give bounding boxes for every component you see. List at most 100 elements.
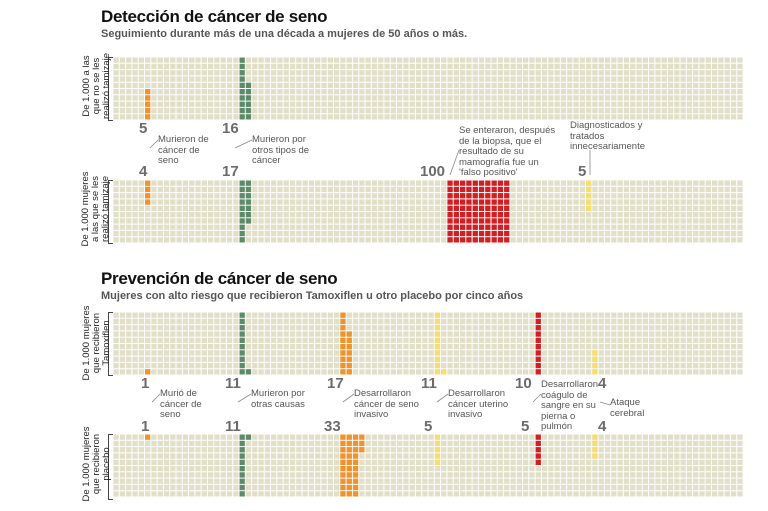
pictogram-cell-1-3 (504, 218, 510, 224)
pictogram-cell-2-3 (359, 447, 365, 453)
pictogram-cell-2-4 (434, 369, 441, 375)
pictogram-cell-2-3 (346, 459, 352, 465)
pictogram-cell-2-3 (346, 491, 352, 497)
pictogram-cell-2-4 (434, 459, 441, 465)
pictogram-cell-2-5 (535, 325, 541, 331)
pictogram-cell-2-3 (340, 472, 346, 478)
pictogram-cell-1-3 (460, 186, 466, 193)
pictogram-cell-1-2 (245, 218, 252, 224)
pictogram-cell-1-3 (453, 237, 459, 243)
section2-row-bottom-label: De 1.000 mujeres que recibieron placebo (81, 426, 112, 502)
pictogram-cell-2-6 (592, 447, 598, 453)
pictogram-cell-1-3 (460, 218, 466, 224)
pictogram-cell-2-5 (535, 459, 541, 465)
s2-cat3-top-count: 17 (327, 375, 344, 392)
pictogram-cell-1-3 (504, 224, 510, 230)
pictogram-cell-2-2 (239, 344, 245, 350)
pictogram-cell-1-3 (453, 230, 459, 237)
s1-cat3-bottom-count: 100 (420, 163, 446, 180)
s2-cat1-bottom-count: 1 (141, 418, 150, 435)
pictogram-cell-1-3 (447, 186, 453, 193)
pictogram-cell-1-3 (472, 180, 478, 186)
pictogram-cell-2-4 (434, 325, 441, 331)
pictogram-cell-1-3 (478, 212, 485, 218)
leader-line (436, 393, 449, 403)
pictogram-cell-1-1 (145, 186, 151, 193)
pictogram-cell-1-3 (504, 180, 510, 186)
pictogram-cell-1-3 (472, 224, 478, 230)
pictogram-cell-2-2 (239, 478, 245, 484)
pictogram-cell-1-3 (497, 224, 504, 230)
pictogram-cell-1-1 (145, 101, 151, 107)
pictogram-cell-1-3 (485, 224, 491, 230)
pictogram-cell-1-3 (491, 199, 497, 205)
pictogram-cell-2-2 (239, 356, 245, 362)
pictogram-cell-2-5 (535, 344, 541, 350)
pictogram-cell-2-6 (592, 362, 598, 369)
pictogram-cell-2-2 (239, 491, 245, 497)
pictogram-cell-2-6 (592, 434, 598, 440)
pictogram-cell-1-3 (491, 224, 497, 230)
section1-bottom-bracket (108, 180, 113, 244)
pictogram-cell-1-3 (453, 180, 459, 186)
pictogram-cell-1-3 (485, 218, 491, 224)
pictogram-cell-2-2 (239, 466, 245, 472)
s2-cat3-note: Desarrollaron cáncer de seno invasivo (354, 388, 419, 420)
pictogram-cell-1-2 (239, 70, 245, 76)
s1-cat2-note: Murieron por otros tipos de cáncer (252, 134, 310, 166)
pictogram-cell-2-2 (239, 472, 245, 478)
pictogram-cell-1-3 (478, 193, 485, 199)
s2-cat6-bottom-count: 4 (598, 418, 607, 435)
pictogram-cell-2-6 (592, 356, 598, 362)
pictogram-cell-2-3 (346, 356, 352, 362)
pictogram-cell-2-2 (239, 434, 245, 440)
pictogram-cell-2-3 (340, 459, 346, 465)
pictogram-cell-2-3 (346, 484, 352, 491)
s2-cat4-top-count: 11 (421, 375, 437, 392)
s1-cat2-bottom-count: 17 (222, 163, 239, 180)
pictogram-cell-2-5 (535, 440, 541, 447)
pictogram-cell-1-4 (586, 205, 592, 211)
pictogram-cell-1-3 (466, 199, 472, 205)
pictogram-cell-1-4 (586, 180, 592, 186)
pictogram-cell-1-2 (239, 101, 245, 107)
pictogram-cell-1-3 (472, 237, 478, 243)
pictogram-cell-2-3 (346, 447, 352, 453)
pictogram-cell-1-3 (497, 205, 504, 211)
pictogram-cell-1-3 (472, 186, 478, 193)
pictogram-cell-1-3 (466, 186, 472, 193)
pictogram-cell-1-3 (504, 205, 510, 211)
pictogram-cell-1-3 (478, 218, 485, 224)
pictogram-cell-2-4 (434, 453, 441, 459)
pictogram-cell-2-5 (535, 337, 541, 343)
pictogram-cell-1-3 (478, 199, 485, 205)
pictogram-cell-2-3 (352, 466, 359, 472)
pictogram-cell-2-3 (340, 312, 346, 318)
pictogram-cell-1-3 (491, 205, 497, 211)
pictogram-cell-2-4 (434, 440, 441, 447)
pictogram-cell-2-6 (592, 453, 598, 459)
pictogram-cell-1-3 (453, 193, 459, 199)
pictogram-cell-2-3 (352, 453, 359, 459)
pictogram-cell-1-2 (245, 89, 252, 95)
pictogram-cell-1-3 (472, 193, 478, 199)
pictogram-cell-1-2 (245, 193, 252, 199)
leader-line (151, 393, 161, 403)
pictogram-cell-2-2 (239, 331, 245, 337)
pictogram-cell-2-3 (346, 350, 352, 356)
s2-cat5-note: Desarrollaron coágulo de sangre en su pi… (541, 379, 599, 432)
s2-cat4-bottom-count: 5 (424, 418, 433, 435)
pictogram-cell-1-2 (239, 186, 245, 193)
pictogram-cell-1-2 (239, 180, 245, 186)
pictogram-cell-2-3 (340, 344, 346, 350)
leader-line (599, 401, 611, 406)
pictogram-cell-1-3 (497, 199, 504, 205)
pictogram-cell-1-3 (491, 212, 497, 218)
pictogram-cell-2-2 (239, 318, 245, 325)
pictogram-cell-2-5 (535, 453, 541, 459)
pictogram-cell-1-1 (145, 95, 151, 101)
pictogram-cell-1-3 (466, 193, 472, 199)
pictogram-cell-1-2 (245, 82, 252, 88)
pictogram-cell-1-3 (497, 212, 504, 218)
pictogram-cell-1-2 (239, 212, 245, 218)
